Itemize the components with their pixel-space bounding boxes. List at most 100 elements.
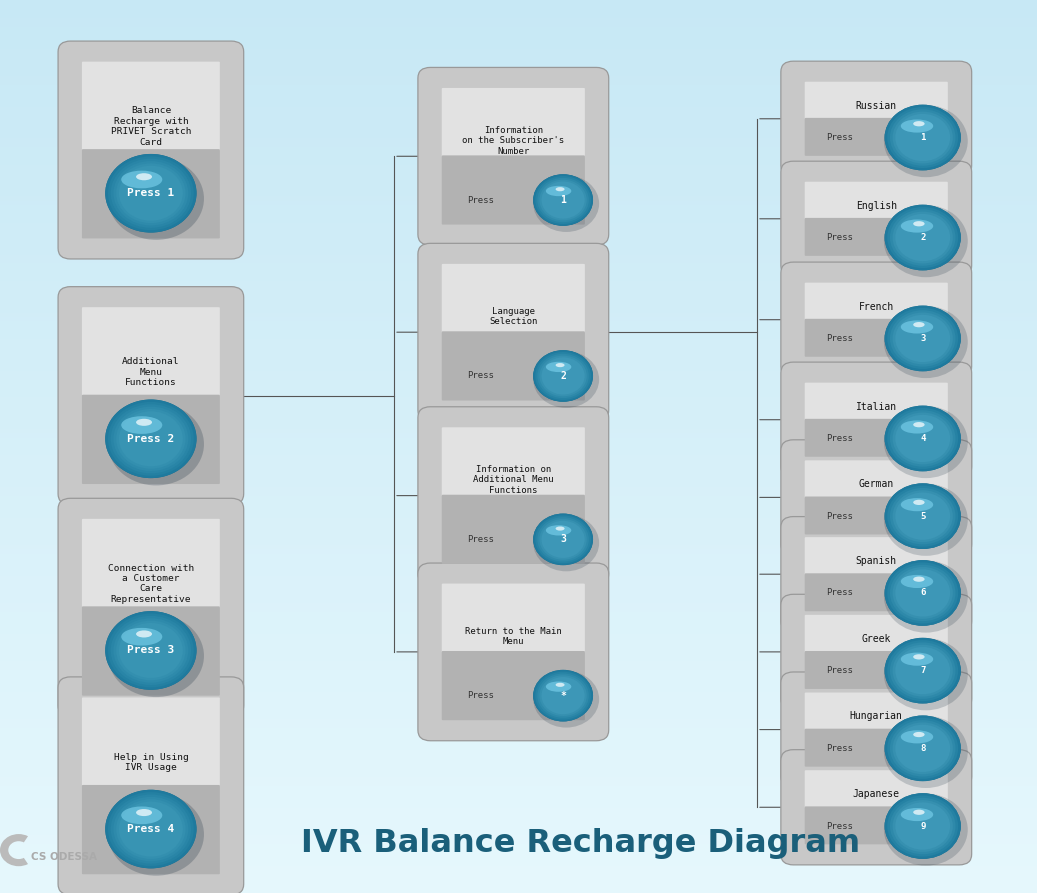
Bar: [0, 889, 1037, 893]
Ellipse shape: [884, 205, 968, 277]
Bar: [0, 567, 1037, 572]
FancyBboxPatch shape: [58, 677, 244, 893]
Bar: [0, 339, 1037, 344]
Ellipse shape: [888, 107, 958, 168]
Ellipse shape: [895, 493, 950, 539]
FancyBboxPatch shape: [805, 497, 948, 534]
Bar: [0, 228, 1037, 232]
Bar: [0, 527, 1037, 531]
Bar: [0, 522, 1037, 527]
Bar: [0, 772, 1037, 777]
Text: Press: Press: [826, 744, 853, 753]
Ellipse shape: [541, 677, 585, 714]
Ellipse shape: [884, 406, 968, 478]
Ellipse shape: [545, 681, 571, 692]
FancyBboxPatch shape: [442, 428, 585, 497]
Text: 2: 2: [560, 371, 566, 381]
Text: *: *: [560, 690, 566, 701]
FancyBboxPatch shape: [442, 584, 585, 653]
Ellipse shape: [121, 806, 162, 824]
Bar: [0, 487, 1037, 491]
Ellipse shape: [890, 488, 955, 545]
Text: IVR Balance Recharge Diagram: IVR Balance Recharge Diagram: [301, 829, 861, 859]
Ellipse shape: [545, 525, 571, 536]
Text: Return to the Main
Menu: Return to the Main Menu: [465, 627, 562, 646]
Bar: [0, 755, 1037, 759]
FancyBboxPatch shape: [805, 182, 948, 220]
Ellipse shape: [885, 104, 961, 171]
Bar: [0, 304, 1037, 308]
Ellipse shape: [535, 176, 591, 224]
Ellipse shape: [535, 352, 591, 400]
Ellipse shape: [537, 354, 589, 398]
Text: 7: 7: [920, 666, 925, 675]
Bar: [0, 643, 1037, 647]
Ellipse shape: [885, 638, 961, 704]
Ellipse shape: [556, 188, 564, 191]
Text: 1: 1: [920, 133, 925, 142]
Bar: [0, 272, 1037, 277]
Bar: [0, 170, 1037, 174]
Ellipse shape: [914, 121, 925, 127]
Ellipse shape: [885, 715, 961, 781]
Bar: [0, 580, 1037, 585]
Bar: [0, 125, 1037, 129]
Ellipse shape: [885, 405, 961, 472]
Bar: [0, 192, 1037, 196]
Ellipse shape: [119, 166, 183, 221]
Bar: [0, 455, 1037, 460]
Bar: [0, 723, 1037, 728]
Bar: [0, 719, 1037, 723]
Bar: [0, 741, 1037, 746]
Bar: [0, 737, 1037, 741]
FancyBboxPatch shape: [805, 693, 948, 730]
Bar: [0, 500, 1037, 505]
Text: French: French: [859, 302, 894, 312]
Bar: [0, 835, 1037, 839]
Bar: [0, 214, 1037, 219]
Bar: [0, 616, 1037, 621]
FancyBboxPatch shape: [805, 461, 948, 498]
Ellipse shape: [111, 795, 191, 864]
Bar: [0, 482, 1037, 487]
Bar: [0, 777, 1037, 781]
Bar: [0, 406, 1037, 411]
Text: Help in Using
IVR Usage: Help in Using IVR Usage: [113, 753, 189, 772]
Bar: [0, 679, 1037, 683]
Bar: [0, 103, 1037, 107]
Ellipse shape: [893, 645, 953, 697]
Bar: [0, 862, 1037, 866]
Text: Press 3: Press 3: [128, 646, 174, 655]
Ellipse shape: [895, 415, 950, 462]
Bar: [0, 143, 1037, 147]
Text: 1: 1: [560, 195, 566, 205]
Ellipse shape: [914, 422, 925, 428]
Ellipse shape: [108, 613, 194, 688]
Bar: [0, 478, 1037, 482]
Bar: [0, 250, 1037, 255]
Ellipse shape: [893, 413, 953, 464]
Bar: [0, 4, 1037, 9]
Ellipse shape: [901, 808, 933, 821]
Bar: [0, 853, 1037, 857]
Bar: [0, 371, 1037, 375]
Bar: [0, 634, 1037, 638]
Text: 9: 9: [920, 822, 925, 830]
Bar: [0, 692, 1037, 697]
Bar: [0, 397, 1037, 402]
Bar: [0, 188, 1037, 192]
Ellipse shape: [914, 221, 925, 227]
Bar: [0, 540, 1037, 545]
Wedge shape: [0, 834, 28, 866]
Bar: [0, 36, 1037, 40]
Bar: [0, 393, 1037, 397]
Ellipse shape: [890, 564, 955, 622]
Bar: [0, 670, 1037, 674]
Bar: [0, 817, 1037, 822]
Bar: [0, 335, 1037, 339]
Ellipse shape: [914, 732, 925, 738]
Ellipse shape: [888, 563, 958, 623]
FancyBboxPatch shape: [82, 606, 220, 696]
FancyBboxPatch shape: [82, 697, 220, 787]
Ellipse shape: [113, 797, 189, 861]
